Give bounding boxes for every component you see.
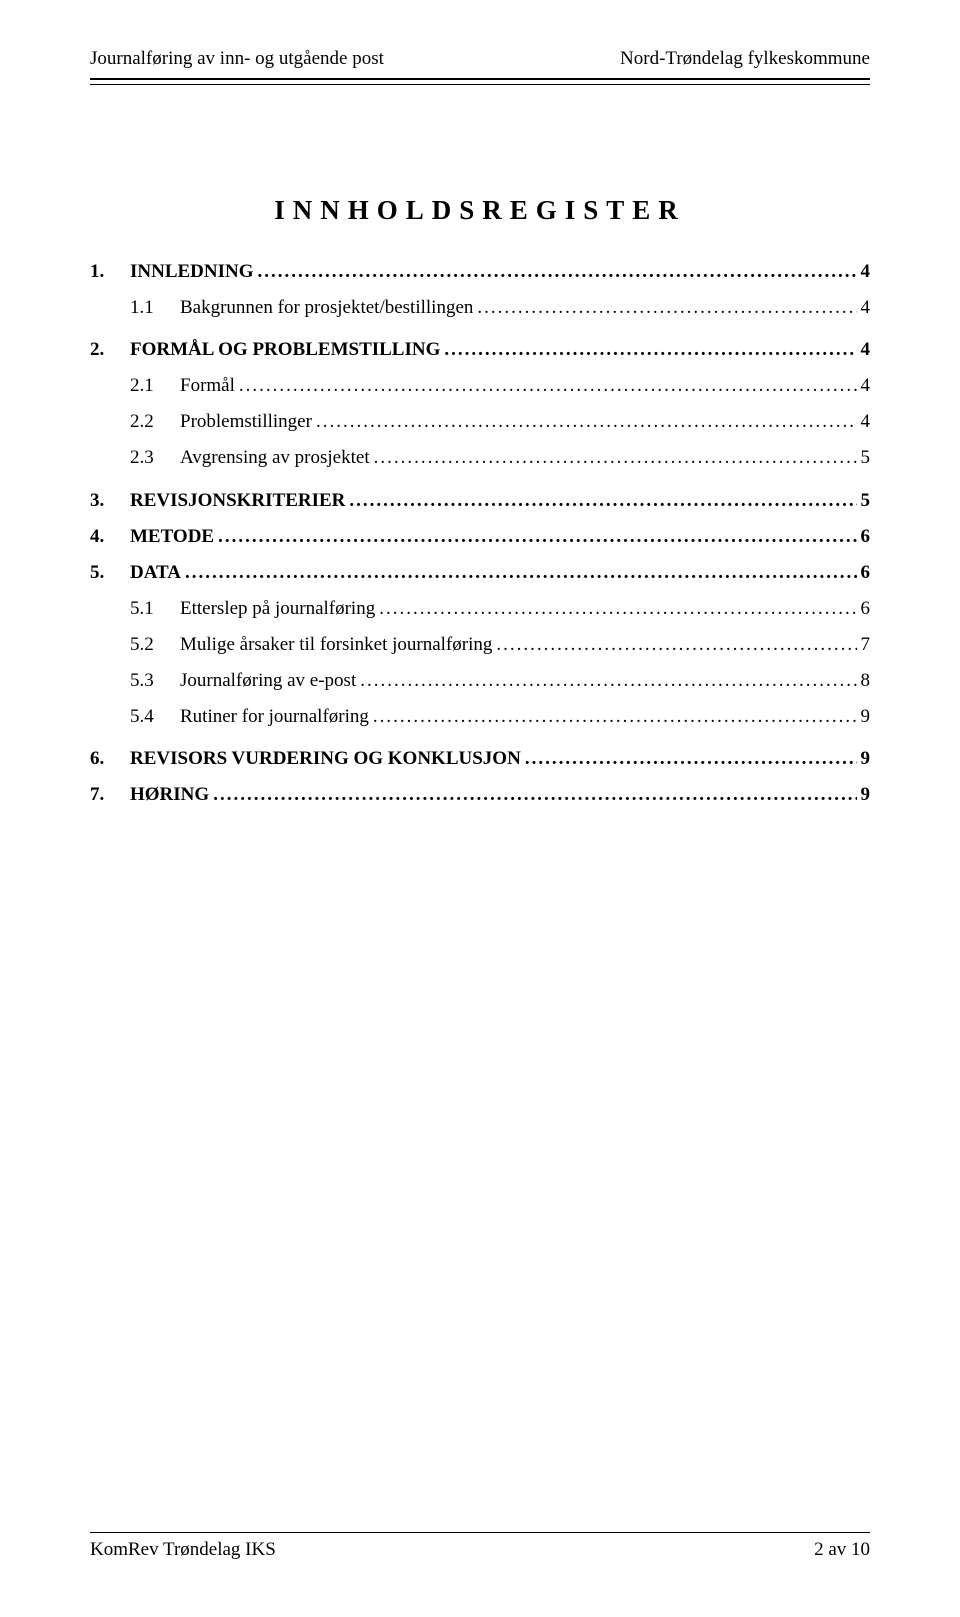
- toc-leader: [214, 519, 856, 555]
- toc-number: 2.2: [130, 404, 180, 440]
- toc-label: INNLEDNING: [130, 254, 254, 290]
- toc-entry-l1: 4.METODE 6: [90, 519, 870, 555]
- toc-page-number: 4: [857, 290, 871, 326]
- toc-page-number: 8: [857, 663, 871, 699]
- toc-entry-l1: 7.HØRING 9: [90, 777, 870, 813]
- toc-entry-l2: 5.4Rutiner for journalføring 9: [90, 699, 870, 735]
- toc-leader: [345, 483, 856, 519]
- toc-entry-l2: 2.3Avgrensing av prosjektet 5: [90, 440, 870, 476]
- toc-label: HØRING: [130, 777, 209, 813]
- toc-label: Rutiner for journalføring: [180, 699, 369, 735]
- toc-number: 5.4: [130, 699, 180, 735]
- toc-entry-l1: 5.DATA 6: [90, 555, 870, 591]
- toc-page-number: 6: [857, 591, 871, 627]
- toc-leader: [370, 440, 857, 476]
- toc-leader: [369, 699, 857, 735]
- toc-label: REVISORS VURDERING OG KONKLUSJON: [130, 741, 521, 777]
- toc-number: 6.: [90, 741, 130, 777]
- toc-page-number: 6: [857, 519, 871, 555]
- footer-right: 2 av 10: [814, 1539, 870, 1561]
- toc-page-number: 7: [857, 627, 871, 663]
- toc-page-number: 5: [857, 483, 871, 519]
- toc-page-number: 4: [857, 254, 871, 290]
- toc-number: 2.1: [130, 368, 180, 404]
- toc-leader: [181, 555, 856, 591]
- header-rule-thick: [90, 78, 870, 80]
- toc-number: 2.: [90, 332, 130, 368]
- toc-label: Avgrensing av prosjektet: [180, 440, 370, 476]
- toc-entry-l1: 2.FORMÅL OG PROBLEMSTILLING 4: [90, 332, 870, 368]
- toc-label: Problemstillinger: [180, 404, 312, 440]
- header-right: Nord-Trøndelag fylkeskommune: [620, 48, 870, 70]
- toc-page-number: 4: [857, 368, 871, 404]
- toc-number: 5.2: [130, 627, 180, 663]
- toc-title: INNHOLDSREGISTER: [90, 195, 870, 226]
- toc-label: METODE: [130, 519, 214, 555]
- toc-label: FORMÅL OG PROBLEMSTILLING: [130, 332, 440, 368]
- toc-page-number: 9: [857, 741, 871, 777]
- toc-number: 1.: [90, 254, 130, 290]
- footer-row: KomRev Trøndelag IKS 2 av 10: [90, 1539, 870, 1561]
- toc-number: 4.: [90, 519, 130, 555]
- toc-leader: [235, 368, 857, 404]
- toc-entry-l2: 2.2Problemstillinger 4: [90, 404, 870, 440]
- toc-entry-l2: 1.1Bakgrunnen for prosjektet/bestillinge…: [90, 290, 870, 326]
- toc-label: Formål: [180, 368, 235, 404]
- toc-label: Etterslep på journalføring: [180, 591, 375, 627]
- toc-number: 3.: [90, 483, 130, 519]
- toc-leader: [356, 663, 856, 699]
- header-left: Journalføring av inn- og utgående post: [90, 48, 384, 70]
- toc-label: DATA: [130, 555, 181, 591]
- toc-page-number: 5: [857, 440, 871, 476]
- toc-leader: [375, 591, 856, 627]
- toc-leader: [440, 332, 856, 368]
- toc-label: Bakgrunnen for prosjektet/bestillingen: [180, 290, 473, 326]
- toc-page-number: 9: [857, 777, 871, 813]
- toc-number: 5.: [90, 555, 130, 591]
- toc-page-number: 4: [857, 332, 871, 368]
- toc-entry-l1: 6.REVISORS VURDERING OG KONKLUSJON 9: [90, 741, 870, 777]
- header-rule-thin: [90, 84, 870, 85]
- toc-number: 1.1: [130, 290, 180, 326]
- toc-page-number: 4: [857, 404, 871, 440]
- toc-label: REVISJONSKRITERIER: [130, 483, 345, 519]
- toc-number: 7.: [90, 777, 130, 813]
- toc-entry-l2: 2.1Formål 4: [90, 368, 870, 404]
- footer-rule: [90, 1532, 870, 1533]
- footer-left: KomRev Trøndelag IKS: [90, 1539, 276, 1561]
- table-of-contents: 1.INNLEDNING41.1Bakgrunnen for prosjekte…: [90, 254, 870, 813]
- toc-leader: [209, 777, 856, 813]
- page: Journalføring av inn- og utgående post N…: [0, 0, 960, 1617]
- toc-number: 5.1: [130, 591, 180, 627]
- toc-entry-l1: 1.INNLEDNING 4: [90, 254, 870, 290]
- toc-entry-l1: 3.REVISJONSKRITERIER 5: [90, 483, 870, 519]
- toc-number: 5.3: [130, 663, 180, 699]
- toc-number: 2.3: [130, 440, 180, 476]
- toc-entry-l2: 5.1Etterslep på journalføring 6: [90, 591, 870, 627]
- toc-leader: [473, 290, 856, 326]
- toc-label: Mulige årsaker til forsinket journalføri…: [180, 627, 492, 663]
- toc-page-number: 9: [857, 699, 871, 735]
- toc-entry-l2: 5.3Journalføring av e-post 8: [90, 663, 870, 699]
- toc-page-number: 6: [857, 555, 871, 591]
- page-header: Journalføring av inn- og utgående post N…: [90, 48, 870, 70]
- toc-label: Journalføring av e-post: [180, 663, 356, 699]
- toc-leader: [312, 404, 857, 440]
- toc-leader: [492, 627, 856, 663]
- page-footer: KomRev Trøndelag IKS 2 av 10: [90, 1532, 870, 1561]
- toc-leader: [521, 741, 857, 777]
- toc-leader: [254, 254, 857, 290]
- toc-entry-l2: 5.2Mulige årsaker til forsinket journalf…: [90, 627, 870, 663]
